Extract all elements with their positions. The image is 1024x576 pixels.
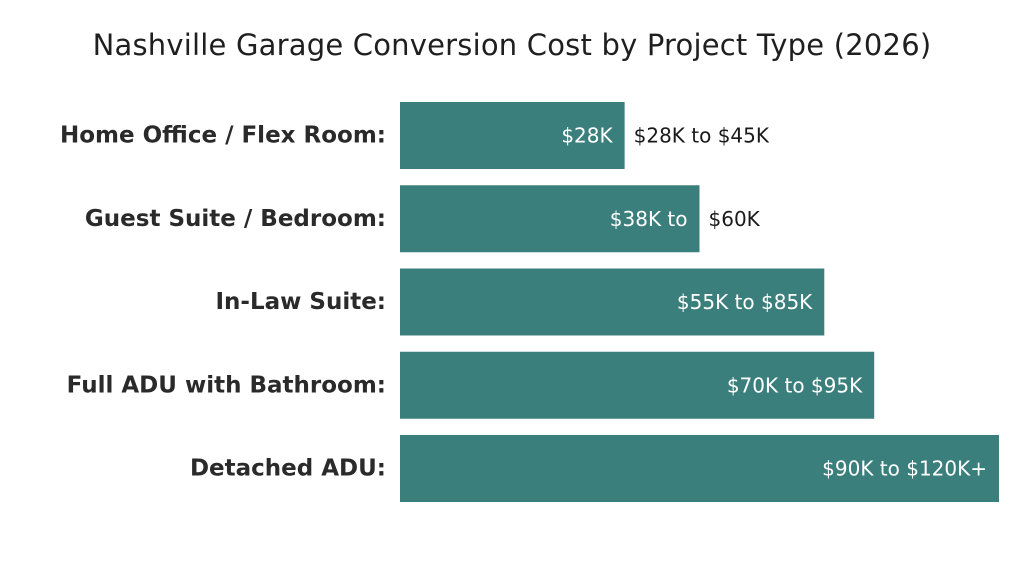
bar-3 <box>400 351 875 419</box>
bar-value-label-3: $70K to $95K <box>727 373 863 397</box>
bar-range-label-1: $60K <box>709 207 761 231</box>
bar-value-label-4: $90K to $120K+ <box>822 457 987 481</box>
bar-2 <box>400 268 825 336</box>
category-label-1: Guest Suite / Bedroom: <box>85 206 386 232</box>
bar-1 <box>400 185 700 253</box>
category-label-2: In-Law Suite: <box>215 289 386 315</box>
bar-value-label-2: $55K to $85K <box>677 290 813 314</box>
category-label-0: Home Office / Flex Room: <box>60 123 386 149</box>
bar-0 <box>400 102 625 169</box>
bar-range-label-0: $28K to $45K <box>634 124 770 148</box>
chart-title: Nashville Garage Conversion Cost by Proj… <box>92 28 932 62</box>
bar-value-label-0: $28K <box>561 124 613 148</box>
category-label-3: Full ADU with Bathroom: <box>67 372 386 398</box>
category-label-4: Detached ADU: <box>190 456 386 482</box>
bar-4 <box>400 435 999 502</box>
bar-value-label-1: $38K to <box>610 207 688 231</box>
